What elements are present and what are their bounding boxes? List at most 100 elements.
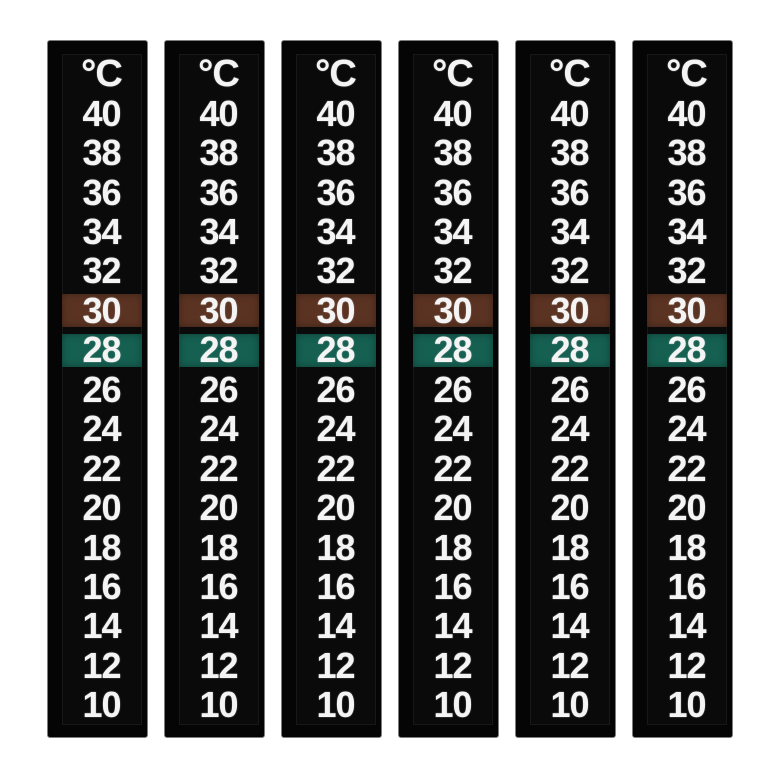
temp-cell: 26 [667,368,706,410]
temp-cell-highlight-teal: 28 [646,329,727,370]
temp-cell: 14 [433,605,472,647]
temp-cell: 36 [433,171,472,213]
temp-cell: 16 [82,565,121,607]
temp-row: 32 [62,250,142,291]
temp-cell: 20 [316,487,355,529]
temp-row: 36 [62,172,142,213]
temp-cell: 18 [433,526,472,568]
celsius-unit-label: °C [432,52,474,95]
temp-row: 36 [179,172,259,213]
temp-row: 22 [647,448,727,489]
temp-cell: 24 [667,408,706,450]
temp-row: 36 [296,172,376,213]
temp-cell: 16 [316,565,355,607]
temp-cell: 14 [316,605,355,647]
temp-row: 28 [295,329,376,370]
temp-row: 18 [413,526,493,568]
temp-cell: 36 [550,171,589,213]
temp-cell-highlight-brown: 30 [178,290,259,331]
temp-cell: 38 [667,132,706,174]
temp-row: 16 [179,566,259,607]
thermometer-strip: °C 40 38 36 34 32 30 28 26 24 22 20 18 16 14 12 10 [631,40,733,738]
strip-lcd-panel: °C 40 38 36 34 32 30 28 26 24 22 20 18 16 14 12 10 [295,52,376,725]
temp-row: 26 [413,369,493,410]
temp-cell: 32 [433,250,472,292]
temp-row: 36 [413,171,493,213]
temp-row: 24 [413,408,493,450]
temp-cell: 18 [199,526,238,568]
temp-row: 14 [413,605,493,647]
temp-cell-highlight-brown: 30 [412,290,493,331]
temp-row: 28 [61,329,142,370]
temp-row: 22 [179,448,259,489]
temperature-scale: 40 38 36 34 32 30 28 26 24 22 20 18 16 14 12 10 [178,93,259,725]
temp-row: 26 [530,369,610,410]
temp-cell: 20 [433,487,472,529]
temp-row: 28 [529,329,610,370]
temp-cell: 16 [667,565,706,607]
temp-row: 16 [530,566,610,607]
temp-cell: 10 [550,684,589,726]
temp-cell: 32 [316,250,355,292]
temperature-scale: 40 38 36 34 32 30 28 26 24 22 20 18 16 14 12 10 [646,92,727,725]
temp-cell: 26 [316,368,355,410]
temp-row: 22 [413,448,493,489]
temp-row: 34 [296,211,376,253]
temp-cell: 18 [316,526,355,568]
temp-row: 18 [296,526,376,568]
temp-cell: 14 [550,605,589,647]
temp-row: 34 [413,211,493,253]
temp-cell: 38 [433,132,472,174]
temp-row: 30 [529,290,610,331]
temp-cell: 10 [82,684,121,726]
temp-cell: 40 [433,92,472,134]
celsius-unit-label: °C [666,52,708,95]
celsius-unit-label: °C [315,52,357,95]
temp-cell: 24 [199,408,238,450]
temp-cell: 20 [199,487,238,529]
temp-cell: 26 [199,368,238,410]
temp-row: 10 [647,684,727,725]
temp-cell: 34 [316,211,355,253]
temp-row: 20 [530,487,610,528]
temp-row: 38 [62,132,142,173]
temp-row: 30 [178,290,259,331]
temp-cell: 34 [199,211,238,253]
temp-row: 32 [530,250,610,292]
temp-row: 24 [647,408,727,450]
temp-cell: 12 [550,644,589,686]
temp-cell: 40 [316,92,355,134]
temp-cell: 18 [550,526,589,568]
temp-row: 32 [413,250,493,292]
temp-row: 10 [530,684,610,726]
temp-row: 32 [179,250,259,292]
strip-lcd-panel: °C 40 38 36 34 32 30 28 26 24 22 20 18 16 14 12 10 [412,52,493,725]
temp-cell: 40 [667,92,706,134]
temp-cell: 18 [82,526,121,568]
temp-cell: 32 [550,250,589,292]
temp-cell-highlight-teal: 28 [295,329,376,370]
temp-row: 24 [530,408,610,449]
temp-cell: 24 [433,408,472,450]
thermometer-strip: °C 40 38 36 34 32 30 28 26 24 22 20 18 16 14 12 10 [397,40,499,738]
temp-row: 12 [413,645,493,686]
temp-row: 24 [179,408,259,450]
temp-row: 36 [647,172,727,213]
temp-cell-highlight-teal: 28 [529,329,610,370]
temp-cell: 32 [199,250,238,292]
thermometer-strip: °C 40 38 36 34 32 30 28 26 24 22 20 18 16 14 12 10 [163,40,265,738]
temp-row: 30 [412,290,493,331]
temp-cell: 34 [550,211,589,253]
temp-row: 28 [178,329,259,370]
temp-row: 38 [296,132,376,173]
temp-row: 16 [62,565,142,607]
temp-row: 26 [62,369,142,410]
temp-row: 20 [179,487,259,529]
temp-cell: 14 [199,605,238,647]
temp-row: 40 [179,93,259,134]
temp-cell: 40 [82,92,121,134]
temp-row: 26 [647,368,727,410]
strips-row: °C 40 38 36 34 32 30 28 26 24 22 20 18 16 14 12 10 °C 4… [46,40,733,738]
temp-cell: 34 [433,211,472,253]
temp-row: 34 [62,211,142,252]
